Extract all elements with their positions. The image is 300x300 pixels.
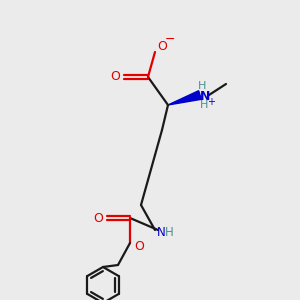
Text: O: O xyxy=(93,212,103,224)
Text: −: − xyxy=(165,32,175,46)
Text: O: O xyxy=(157,40,167,52)
Text: H: H xyxy=(165,226,173,238)
Text: N: N xyxy=(200,89,210,103)
Text: H: H xyxy=(198,81,206,91)
Text: O: O xyxy=(134,239,144,253)
Text: H: H xyxy=(200,100,208,110)
Text: +: + xyxy=(207,97,215,107)
Text: N: N xyxy=(157,226,165,238)
Polygon shape xyxy=(168,91,201,105)
Text: O: O xyxy=(110,70,120,83)
